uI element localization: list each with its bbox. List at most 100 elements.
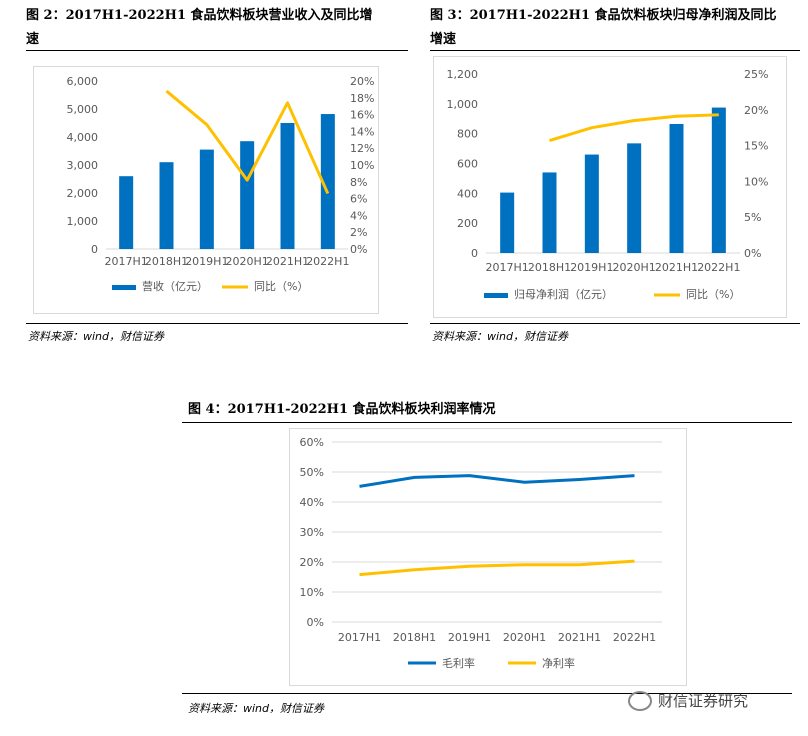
figure4-source: 资料来源：wind，财信证券 <box>188 702 325 715</box>
bar <box>280 123 295 249</box>
category-label: 2022H1 <box>306 255 349 268</box>
category-label: 2019H1 <box>448 631 491 644</box>
category-label: 2017H1 <box>486 261 529 274</box>
figure2-chart: 0 1,000 2,000 3,000 4,000 5,000 6,000 0% 2% 4% 6% 8… <box>67 75 375 293</box>
series-line-1 <box>359 559 635 577</box>
left-axis-tick: 0 <box>471 247 478 260</box>
bar <box>320 114 335 249</box>
legend-bar-swatch <box>112 285 136 290</box>
y-axis-tick: 10% <box>300 586 324 599</box>
right-axis-tick: 10% <box>744 175 768 188</box>
figure3-title-line2: 增速 <box>430 32 457 47</box>
figure2-rule <box>26 50 408 51</box>
left-axis-tick: 1,000 <box>447 98 479 111</box>
category-label: 2021H1 <box>655 261 698 274</box>
figure3-rule <box>430 50 800 51</box>
category-label: 2022H1 <box>697 261 740 274</box>
right-axis-tick: 12% <box>350 142 374 155</box>
bar <box>119 176 134 249</box>
right-axis-tick: 25% <box>744 68 768 81</box>
growth-line <box>165 89 330 195</box>
legend-bar-label: 归母净利润（亿元） <box>514 287 613 301</box>
bar <box>199 149 214 249</box>
left-axis-tick: 4,000 <box>67 131 99 144</box>
figure3-title: 图 3：2017H1-2022H1 食品饮料板块归母净利润及同比 增速 <box>430 4 800 52</box>
left-axis-tick: 0 <box>91 243 98 256</box>
legend-bar-label: 营收（亿元） <box>142 279 208 293</box>
figure2-title: 图 2：2017H1-2022H1 食品饮料板块营业收入及同比增 速 <box>26 4 406 52</box>
figure4-source-rule <box>182 693 792 694</box>
right-axis-tick: 8% <box>350 176 367 189</box>
y-axis-tick: 40% <box>300 496 324 509</box>
right-axis-tick: 16% <box>350 109 374 122</box>
wechat-icon <box>628 690 652 711</box>
watermark: 财信证券研究 <box>628 690 748 711</box>
y-axis-tick: 0% <box>307 616 324 629</box>
category-label: 2018H1 <box>528 261 571 274</box>
right-axis-tick: 15% <box>744 140 768 153</box>
bar <box>711 107 726 253</box>
figure2-source: 资料来源：wind，财信证券 <box>28 330 165 343</box>
legend-line-label: 同比（%） <box>254 280 308 293</box>
growth-line <box>549 113 719 143</box>
series-line-0 <box>359 474 635 488</box>
right-axis-tick: 0% <box>350 243 367 256</box>
y-axis-tick: 50% <box>300 466 324 479</box>
bar <box>159 162 174 249</box>
right-axis-tick: 2% <box>350 226 367 239</box>
legend-net-label: 净利率 <box>542 656 575 670</box>
right-axis-tick: 14% <box>350 125 374 138</box>
figure3-source: 资料来源：wind，财信证券 <box>432 330 569 343</box>
figure3-source-rule <box>430 323 800 324</box>
category-label: 2019H1 <box>570 261 613 274</box>
category-label: 2020H1 <box>503 631 546 644</box>
right-axis-tick: 4% <box>350 209 367 222</box>
figure4-chart: 0% 10% 20% 30% 40% 50% 60% 2017H1 2018H1 2019H1 20… <box>300 436 662 670</box>
left-axis-tick: 6,000 <box>67 75 99 88</box>
left-axis-tick: 5,000 <box>67 103 99 116</box>
category-label: 2020H1 <box>226 255 269 268</box>
category-label: 2020H1 <box>613 261 656 274</box>
bar <box>584 154 599 253</box>
category-label: 2021H1 <box>266 255 309 268</box>
figure4-panel: 0% 10% 20% 30% 40% 50% 60% 2017H1 2018H1 2019H1 20… <box>289 428 687 686</box>
legend-line-label: 同比（%） <box>686 288 740 301</box>
left-axis-tick: 1,000 <box>67 215 99 228</box>
right-axis-tick: 10% <box>350 159 374 172</box>
left-axis-tick: 2,000 <box>67 187 99 200</box>
figure3-chart: 0 200 400 600 800 1,000 1,200 0% 5% 10% 15% 20% 25% 2… <box>447 68 769 301</box>
category-label: 2018H1 <box>145 255 188 268</box>
right-axis-tick: 20% <box>350 75 374 88</box>
left-axis-tick: 200 <box>457 217 478 230</box>
category-label: 2017H1 <box>338 631 381 644</box>
figure4-rule <box>182 422 792 423</box>
legend-gross-label: 毛利率 <box>442 656 475 670</box>
category-label: 2018H1 <box>393 631 436 644</box>
category-label: 2021H1 <box>558 631 601 644</box>
category-label: 2019H1 <box>185 255 228 268</box>
left-axis-tick: 600 <box>457 158 478 171</box>
figure2-source-rule <box>26 323 408 324</box>
category-label: 2017H1 <box>105 255 148 268</box>
right-axis-tick: 6% <box>350 193 367 206</box>
right-axis-tick: 5% <box>744 211 761 224</box>
y-axis-tick: 30% <box>300 526 324 539</box>
figure2-title-line1: 图 2：2017H1-2022H1 食品饮料板块营业收入及同比增 <box>26 8 373 23</box>
watermark-text: 财信证券研究 <box>658 692 749 710</box>
figure3-panel: 0 200 400 600 800 1,000 1,200 0% 5% 10% 15% 20% 25% 2… <box>433 56 787 318</box>
left-axis-tick: 1,200 <box>447 68 479 81</box>
left-axis-tick: 800 <box>457 128 478 141</box>
figure2-title-line2: 速 <box>26 32 40 47</box>
bar <box>542 172 557 253</box>
category-label: 2022H1 <box>613 631 656 644</box>
figure4-title: 图 4：2017H1-2022H1 食品饮料板块利润率情况 <box>188 402 496 417</box>
legend-bar-swatch <box>484 293 508 298</box>
right-axis-tick: 20% <box>744 104 768 117</box>
left-axis-tick: 3,000 <box>67 159 99 172</box>
right-axis-tick: 18% <box>350 92 374 105</box>
bar <box>669 123 684 254</box>
y-axis-tick: 20% <box>300 556 324 569</box>
figure3-title-line1: 图 3：2017H1-2022H1 食品饮料板块归母净利润及同比 <box>430 8 777 23</box>
figure2-panel: 0 1,000 2,000 3,000 4,000 5,000 6,000 0% 2% 4% 6% 8… <box>33 66 379 314</box>
bar <box>240 141 255 249</box>
